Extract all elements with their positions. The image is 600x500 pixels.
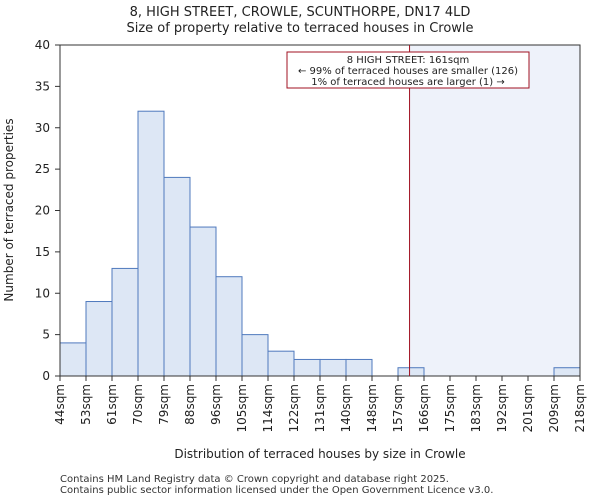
footer-line-2: Contains public sector information licen… xyxy=(60,485,494,496)
bar-61sqm xyxy=(111,267,139,377)
histogram-chart: 8, HIGH STREET, CROWLE, SCUNTHORPE, DN17… xyxy=(2,5,587,461)
x-tick-label: 79sqm xyxy=(157,384,171,425)
bar-70sqm xyxy=(137,110,165,377)
x-tick-label: 96sqm xyxy=(209,384,223,425)
y-tick-label: 30 xyxy=(35,121,50,135)
x-axis-label: Distribution of terraced houses by size … xyxy=(174,447,465,461)
x-tick-label: 166sqm xyxy=(417,384,431,432)
annotation-box: 8 HIGH STREET: 161sqm ← 99% of terraced … xyxy=(286,51,530,89)
y-tick-label: 10 xyxy=(35,286,50,300)
x-tick-label: 114sqm xyxy=(261,384,275,432)
x-tick-label: 175sqm xyxy=(443,384,457,432)
footer: Contains HM Land Registry data © Crown c… xyxy=(60,474,493,496)
annotation-frame xyxy=(286,51,530,89)
annotation-line-3: 1% of terraced houses are larger (1) → xyxy=(311,77,505,88)
bar-157sqm xyxy=(397,367,425,377)
y-tick-label: 20 xyxy=(35,204,50,218)
highlight-region xyxy=(409,45,580,376)
x-tick-label: 201sqm xyxy=(521,384,535,432)
y-tick-label: 5 xyxy=(42,328,50,342)
x-tick-label: 105sqm xyxy=(235,384,249,432)
x-tick-label: 183sqm xyxy=(469,384,483,432)
y-tick-label: 0 xyxy=(42,369,50,383)
x-tick-label: 70sqm xyxy=(131,384,145,425)
x-tick-label: 140sqm xyxy=(339,384,353,432)
x-tick-label: 192sqm xyxy=(495,384,509,432)
bar-114sqm xyxy=(267,350,295,377)
bar-96sqm xyxy=(215,276,243,377)
y-tick-label: 25 xyxy=(35,162,50,176)
x-tick-label: 209sqm xyxy=(547,384,561,432)
bar-209sqm xyxy=(553,367,581,377)
x-tick-label: 44sqm xyxy=(53,384,67,425)
annotation-line-1: 8 HIGH STREET: 161sqm xyxy=(347,55,469,66)
x-tick-label: 131sqm xyxy=(313,384,327,432)
y-axis-label: Number of terraced properties xyxy=(2,118,16,301)
bar-122sqm xyxy=(293,358,321,377)
y-tick-label: 15 xyxy=(35,245,50,259)
x-tick-label: 157sqm xyxy=(391,384,405,432)
bar-44sqm xyxy=(59,342,87,377)
bar-105sqm xyxy=(241,334,269,377)
chart-subtitle: Size of property relative to terraced ho… xyxy=(126,21,473,36)
bar-79sqm xyxy=(163,176,191,377)
x-tick-label: 148sqm xyxy=(365,384,379,432)
bar-131sqm xyxy=(319,358,347,377)
x-tick-label: 53sqm xyxy=(79,384,93,425)
x-tick-label: 88sqm xyxy=(183,384,197,425)
bar-53sqm xyxy=(85,301,113,377)
y-tick-label: 40 xyxy=(35,38,50,52)
y-tick-label: 35 xyxy=(35,79,50,93)
bar-140sqm xyxy=(345,358,373,377)
annotation-line-2: ← 99% of terraced houses are smaller (12… xyxy=(298,66,518,77)
x-tick-label: 218sqm xyxy=(573,384,587,432)
chart-title: 8, HIGH STREET, CROWLE, SCUNTHORPE, DN17… xyxy=(130,5,471,20)
bar-88sqm xyxy=(189,226,217,377)
x-tick-label: 122sqm xyxy=(287,384,301,432)
footer-line-1: Contains HM Land Registry data © Crown c… xyxy=(60,474,449,485)
x-tick-label: 61sqm xyxy=(105,384,119,425)
